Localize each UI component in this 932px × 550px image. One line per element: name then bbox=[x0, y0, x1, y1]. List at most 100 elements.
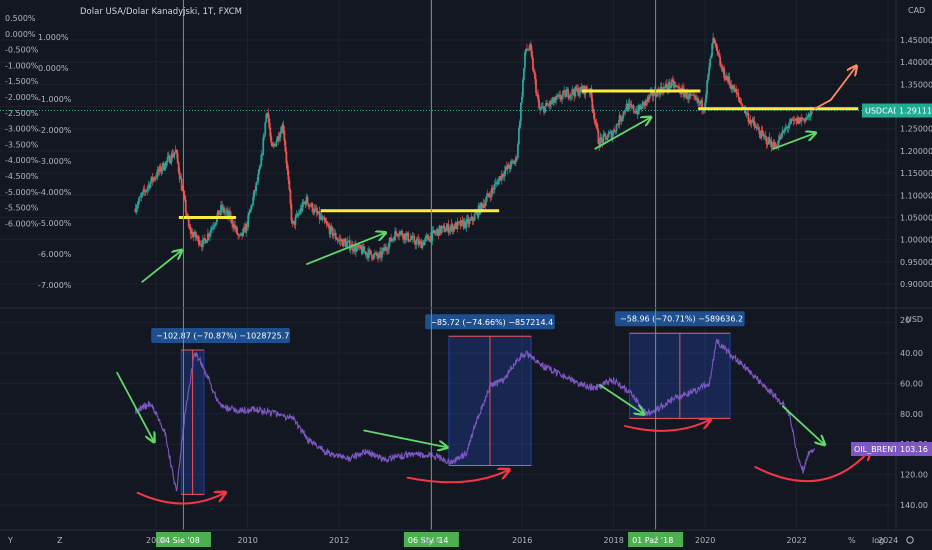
candle[interactable] bbox=[773, 142, 776, 147]
usdcad-tick-0[interactable]: 1.45000 bbox=[900, 36, 932, 45]
candle[interactable] bbox=[374, 253, 376, 255]
candle[interactable] bbox=[784, 127, 787, 129]
candle[interactable] bbox=[522, 80, 524, 97]
candle[interactable] bbox=[789, 119, 792, 124]
candle[interactable] bbox=[786, 127, 789, 128]
candle[interactable] bbox=[181, 190, 184, 192]
candle[interactable] bbox=[763, 135, 766, 137]
candle[interactable] bbox=[286, 163, 289, 171]
candle[interactable] bbox=[629, 104, 632, 105]
candle[interactable] bbox=[259, 166, 262, 169]
candle[interactable] bbox=[533, 70, 535, 73]
candle[interactable] bbox=[704, 102, 706, 111]
pct-inner-tick-1[interactable]: 0.000% bbox=[38, 64, 69, 73]
candle[interactable] bbox=[255, 182, 258, 191]
candle[interactable] bbox=[634, 111, 637, 114]
candle[interactable] bbox=[717, 51, 720, 55]
candle[interactable] bbox=[270, 136, 273, 143]
candle[interactable] bbox=[184, 199, 187, 213]
candle[interactable] bbox=[547, 104, 549, 106]
candle[interactable] bbox=[611, 134, 614, 139]
candle[interactable] bbox=[293, 220, 296, 226]
candle[interactable] bbox=[388, 242, 390, 250]
candle[interactable] bbox=[597, 130, 600, 144]
candle[interactable] bbox=[234, 224, 236, 230]
candle[interactable] bbox=[720, 65, 723, 67]
candle[interactable] bbox=[290, 203, 293, 221]
pct-outer-tick-11[interactable]: -5.000% bbox=[5, 188, 39, 197]
candle[interactable] bbox=[276, 136, 279, 142]
usdcad-tick-9[interactable]: 1.00000 bbox=[900, 236, 932, 245]
candle[interactable] bbox=[344, 241, 347, 247]
candle[interactable] bbox=[807, 113, 810, 116]
candle[interactable] bbox=[289, 190, 292, 204]
time-tick-2016[interactable]: 2016 bbox=[512, 536, 532, 545]
candle[interactable] bbox=[452, 226, 455, 232]
oil-price-tag[interactable]: 103.16 bbox=[900, 445, 928, 454]
candle[interactable] bbox=[241, 232, 244, 236]
candle[interactable] bbox=[655, 94, 658, 97]
candle[interactable] bbox=[501, 173, 504, 176]
candle[interactable] bbox=[266, 112, 269, 115]
candle[interactable] bbox=[677, 86, 679, 88]
candle[interactable] bbox=[461, 220, 464, 221]
candle[interactable] bbox=[164, 161, 167, 169]
candle[interactable] bbox=[723, 67, 726, 79]
candle[interactable] bbox=[732, 85, 735, 89]
candle[interactable] bbox=[226, 210, 228, 212]
candle[interactable] bbox=[566, 89, 569, 92]
candle[interactable] bbox=[667, 82, 670, 90]
candle[interactable] bbox=[311, 203, 314, 212]
candle[interactable] bbox=[635, 110, 638, 114]
candle[interactable] bbox=[379, 251, 381, 254]
candle[interactable] bbox=[781, 130, 784, 134]
candle[interactable] bbox=[247, 214, 250, 228]
candle[interactable] bbox=[281, 124, 284, 134]
candle[interactable] bbox=[782, 130, 785, 133]
candle[interactable] bbox=[146, 187, 149, 191]
candle[interactable] bbox=[203, 237, 206, 240]
candle[interactable] bbox=[550, 100, 552, 104]
usdcad-name-tag[interactable]: USDCAD bbox=[865, 107, 899, 116]
candle[interactable] bbox=[413, 236, 416, 243]
usdcad-price-tag[interactable]: 1.29111 bbox=[899, 107, 932, 116]
candle[interactable] bbox=[368, 249, 370, 258]
candle[interactable] bbox=[401, 231, 404, 236]
candle[interactable] bbox=[243, 226, 246, 230]
candle[interactable] bbox=[207, 233, 210, 237]
candle[interactable] bbox=[534, 72, 536, 79]
candle[interactable] bbox=[201, 239, 204, 248]
candle[interactable] bbox=[716, 46, 719, 52]
candle[interactable] bbox=[691, 94, 693, 96]
candle[interactable] bbox=[176, 153, 179, 163]
candle[interactable] bbox=[538, 99, 540, 109]
candle[interactable] bbox=[174, 150, 177, 153]
candle[interactable] bbox=[722, 67, 725, 72]
candle[interactable] bbox=[593, 112, 596, 121]
candle[interactable] bbox=[599, 137, 602, 147]
candle[interactable] bbox=[295, 214, 298, 218]
pct-outer-tick-3[interactable]: -1.000% bbox=[5, 61, 39, 70]
candle[interactable] bbox=[332, 235, 335, 237]
candle[interactable] bbox=[553, 97, 556, 103]
candle[interactable] bbox=[617, 124, 620, 125]
candle[interactable] bbox=[454, 222, 457, 229]
candle[interactable] bbox=[615, 124, 618, 132]
pct-inner-tick-2[interactable]: -1.000% bbox=[38, 95, 72, 104]
candle[interactable] bbox=[363, 251, 366, 253]
candle[interactable] bbox=[450, 224, 453, 228]
candle[interactable] bbox=[231, 216, 233, 225]
candle[interactable] bbox=[338, 239, 341, 241]
candle[interactable] bbox=[554, 100, 557, 103]
time-tick-2018[interactable]: 2018 bbox=[604, 536, 624, 545]
candle[interactable] bbox=[535, 78, 537, 93]
candle[interactable] bbox=[425, 236, 428, 238]
candle[interactable] bbox=[357, 245, 360, 248]
candle[interactable] bbox=[134, 208, 137, 212]
candle[interactable] bbox=[619, 115, 622, 121]
candle[interactable] bbox=[639, 106, 642, 109]
candle[interactable] bbox=[246, 223, 249, 228]
candle[interactable] bbox=[606, 137, 609, 140]
candle[interactable] bbox=[224, 212, 226, 213]
candle[interactable] bbox=[408, 240, 411, 242]
